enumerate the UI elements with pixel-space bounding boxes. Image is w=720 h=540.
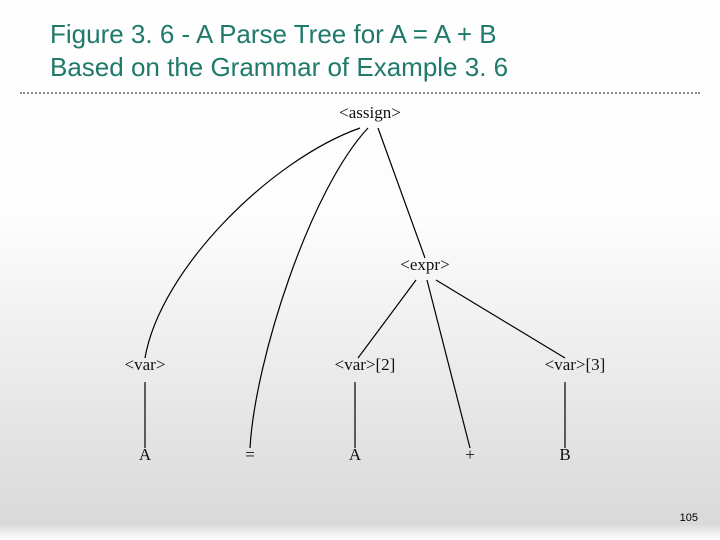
tree-node-var1: <var>	[125, 355, 166, 374]
tree-node-var2: <var>[2]	[335, 355, 396, 374]
tree-node-eq: =	[245, 445, 255, 464]
title-line-1: Figure 3. 6 - A Parse Tree for A = A + B	[50, 19, 497, 49]
tree-node-B: B	[559, 445, 570, 464]
tree-node-plus: +	[465, 445, 475, 464]
tree-node-expr: <expr>	[400, 255, 449, 274]
slide: Figure 3. 6 - A Parse Tree for A = A + B…	[0, 0, 720, 540]
tree-edge	[427, 280, 470, 448]
tree-node-assign: <assign>	[339, 103, 401, 122]
tree-edges	[145, 128, 565, 448]
tree-node-A1: A	[139, 445, 152, 464]
tree-edge	[250, 128, 368, 448]
tree-edge	[145, 128, 360, 358]
tree-node-A2: A	[349, 445, 362, 464]
tree-node-var3: <var>[3]	[545, 355, 606, 374]
tree-nodes: <assign> <var> = <expr> <var>[2] + <var>[3] A A B	[125, 103, 606, 464]
slide-title: Figure 3. 6 - A Parse Tree for A = A + B…	[50, 18, 670, 83]
tree-edge	[378, 128, 425, 258]
tree-edge	[436, 280, 565, 358]
page-number: 105	[680, 512, 698, 524]
title-divider	[20, 92, 700, 94]
parse-tree-svg: <assign> <var> = <expr> <var>[2] + <var>[3] A A B	[100, 100, 640, 500]
title-line-2: Based on the Grammar of Example 3. 6	[50, 52, 508, 82]
tree-edge	[358, 280, 416, 358]
parse-tree: <assign> <var> = <expr> <var>[2] + <var>[3] A A B	[100, 100, 640, 500]
